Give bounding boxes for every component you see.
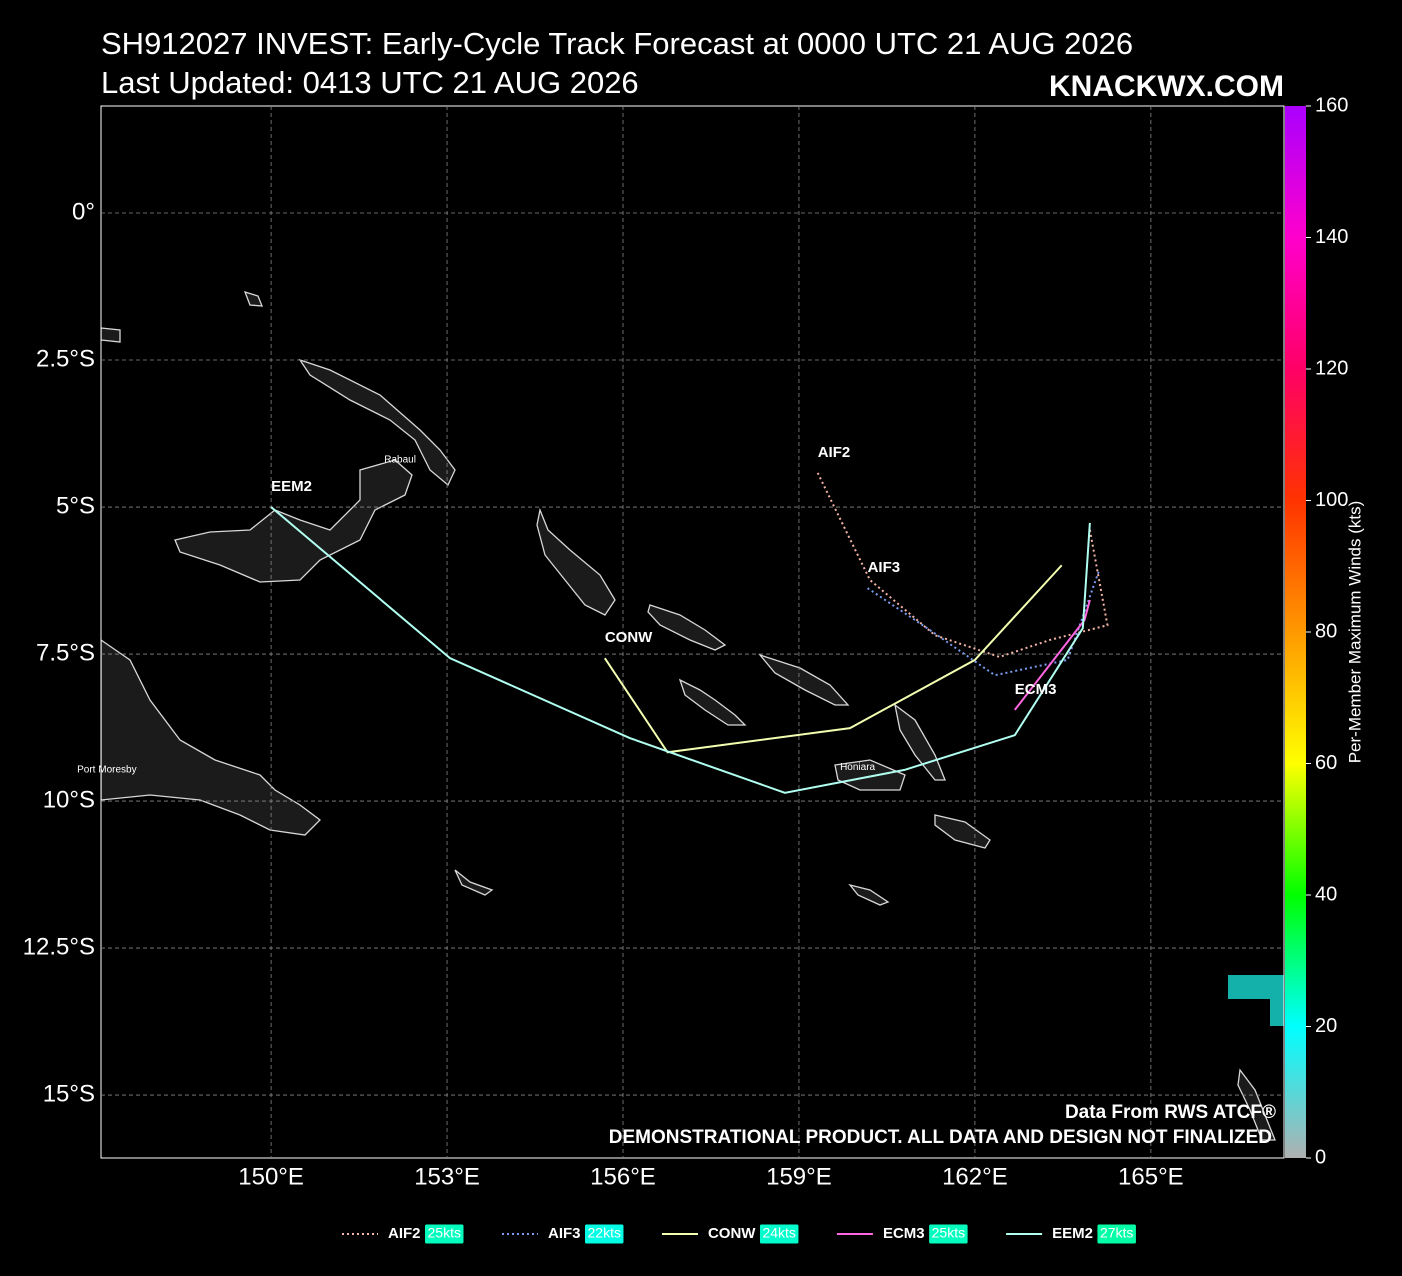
x-tick-label: 162°E xyxy=(942,1163,1008,1190)
legend-label: ECM3 xyxy=(883,1225,925,1242)
land xyxy=(243,290,263,307)
brand: KNACKWX.COM xyxy=(1049,70,1284,103)
land xyxy=(848,883,890,906)
land-mask xyxy=(1270,999,1284,1026)
place-label: Honiara xyxy=(840,762,875,773)
track xyxy=(270,506,1091,794)
legend-wind: 27kts xyxy=(1100,1225,1133,1241)
colorbar-tick-label: 160 xyxy=(1315,94,1348,116)
y-tick-label: 15°S xyxy=(43,1080,95,1107)
x-tick-label: 153°E xyxy=(414,1163,480,1190)
y-tick-label: 10°S xyxy=(43,786,95,813)
y-tick-label: 7.5°S xyxy=(36,639,95,666)
source-note: Data From RWS ATCF® xyxy=(1065,1102,1276,1123)
land xyxy=(934,814,991,849)
y-tick-label: 2.5°S xyxy=(36,345,95,372)
track xyxy=(1013,599,1091,711)
legend-wind: 24kts xyxy=(762,1225,795,1241)
colorbar-tick-label: 120 xyxy=(1315,357,1348,379)
y-tick-label: 0° xyxy=(72,198,95,225)
x-tick-label: 156°E xyxy=(590,1163,656,1190)
legend-wind-badge xyxy=(1096,1223,1137,1245)
track xyxy=(816,472,1109,659)
track xyxy=(603,564,1063,754)
track xyxy=(867,569,1101,677)
land-layer xyxy=(101,290,1284,1141)
x-tick-label: 150°E xyxy=(238,1163,304,1190)
track-label: AIF3 xyxy=(868,559,901,576)
legend-wind: 25kts xyxy=(428,1225,461,1241)
colorbar-tick-label: 40 xyxy=(1315,883,1337,905)
track-label: CONW xyxy=(605,629,653,646)
colorbar-tick-label: 100 xyxy=(1315,489,1348,511)
land xyxy=(536,507,616,616)
legend-wind-badge xyxy=(424,1223,465,1245)
land xyxy=(894,703,946,781)
map-frame xyxy=(100,105,1285,1159)
legend-wind: 22kts xyxy=(588,1225,621,1241)
legend-wind: 25kts xyxy=(932,1225,965,1241)
track-label: AIF2 xyxy=(818,444,851,461)
overlay xyxy=(101,106,1284,1158)
track-label: EEM2 xyxy=(271,478,312,495)
legend-label: EEM2 xyxy=(1052,1225,1093,1242)
colorbar-tick-label: 80 xyxy=(1315,620,1337,642)
colorbar xyxy=(1285,106,1306,1158)
land xyxy=(454,869,494,896)
y-tick-label: 5°S xyxy=(56,492,95,519)
colorbar-label: Per-Member Maximum Winds (kts) xyxy=(1345,501,1364,764)
x-tick-label: 159°E xyxy=(766,1163,832,1190)
land xyxy=(298,358,456,487)
place-label: Port Moresby xyxy=(77,765,136,776)
colorbar-tick-label: 140 xyxy=(1315,226,1348,248)
land xyxy=(101,327,121,343)
land xyxy=(1237,1068,1276,1141)
legend-label: CONW xyxy=(708,1225,756,1242)
y-tick-label: 12.5°S xyxy=(23,933,95,960)
legend-wind-badge xyxy=(584,1223,625,1245)
land xyxy=(758,653,850,706)
land xyxy=(678,678,747,726)
place-label: Rabaul xyxy=(384,455,416,466)
colorbar-tick-label: 20 xyxy=(1315,1015,1337,1037)
colorbar-tick-label: 0 xyxy=(1315,1146,1326,1168)
land xyxy=(647,604,727,651)
colorbar-tick-label: 60 xyxy=(1315,752,1337,774)
chart-title: SH912027 INVEST: Early-Cycle Track Forec… xyxy=(101,26,1133,61)
legend-wind-badge xyxy=(758,1223,800,1245)
land xyxy=(834,759,906,791)
chart-subtitle: Last Updated: 0413 UTC 21 AUG 2026 xyxy=(101,65,639,100)
legend-label: AIF3 xyxy=(548,1225,581,1242)
land xyxy=(101,639,321,836)
legend-wind-badge xyxy=(928,1223,969,1245)
land-mask xyxy=(1228,975,1284,999)
x-tick-label: 165°E xyxy=(1118,1163,1184,1190)
legend-label: AIF2 xyxy=(388,1225,421,1242)
disclaimer: DEMONSTRATIONAL PRODUCT. ALL DATA AND DE… xyxy=(609,1127,1272,1148)
track-label: ECM3 xyxy=(1015,681,1057,698)
